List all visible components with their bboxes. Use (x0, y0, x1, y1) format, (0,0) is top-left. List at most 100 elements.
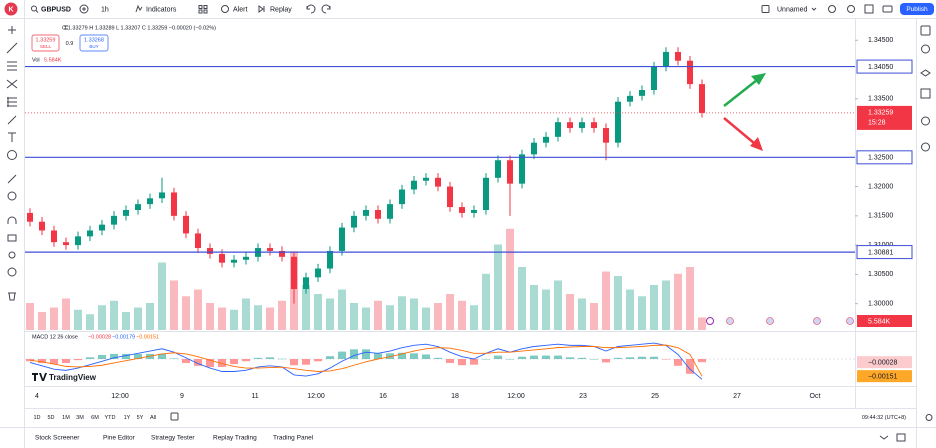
candle-body (27, 212, 33, 222)
volume-bar (326, 298, 334, 330)
event-flag[interactable] (766, 317, 774, 325)
macd-histogram-bar (482, 359, 490, 360)
icon-tool[interactable] (7, 150, 17, 160)
replay-icon (258, 5, 265, 13)
bottom-tab[interactable]: Pine Editor (103, 435, 136, 442)
range-button[interactable]: YTD (105, 415, 116, 421)
legend-handle (64, 25, 68, 30)
candle-body (519, 154, 525, 184)
volume-bar (314, 294, 322, 330)
volume-bar (434, 303, 442, 330)
replay-marker[interactable] (706, 317, 714, 325)
crosshair-tool[interactable] (8, 26, 16, 34)
bottom-tab[interactable]: Stock Screener (35, 435, 80, 442)
range-button[interactable]: 1D (33, 415, 40, 421)
range-button[interactable]: 1M (62, 415, 70, 421)
fullscreen[interactable] (864, 4, 874, 14)
macd-histogram-bar (50, 359, 58, 365)
visibility-tool[interactable] (7, 267, 17, 277)
range-button[interactable]: 6M (91, 415, 99, 421)
forecast-tool[interactable] (7, 97, 17, 107)
templates-icon[interactable] (198, 5, 203, 9)
lock-tool[interactable] (7, 234, 17, 242)
fib-tool[interactable] (7, 61, 17, 71)
macd-histogram-bar (566, 357, 574, 359)
publish-button[interactable] (900, 3, 934, 15)
search-icon (31, 5, 37, 12)
candle-body (267, 248, 273, 251)
bottom-tab[interactable]: Trading Panel (273, 435, 314, 442)
buy-button[interactable] (79, 34, 109, 52)
volume-bar (590, 303, 598, 330)
trend-line-tool[interactable] (6, 42, 18, 54)
volume-bar (242, 298, 250, 330)
settings[interactable] (847, 5, 855, 13)
candle-body (63, 242, 69, 246)
x-tick-label: Oct (810, 393, 821, 400)
bottom-tab[interactable]: Strategy Tester (151, 435, 195, 442)
x-tick-label: 12:00 (111, 393, 129, 400)
alert-button[interactable]: Alert (233, 6, 247, 13)
event-flag[interactable] (846, 317, 854, 325)
templates-icon (203, 9, 208, 14)
up-arrow-shaft (723, 79, 758, 107)
candle-body (507, 160, 513, 184)
layers[interactable] (920, 69, 931, 77)
symbol[interactable]: GBPUSD (41, 6, 71, 13)
volume-bar (410, 298, 418, 330)
range-button[interactable]: 5Y (137, 415, 144, 421)
redo[interactable] (321, 4, 331, 14)
macd-histogram-bar (434, 357, 442, 359)
volume-bar (662, 280, 670, 330)
collapse-panel[interactable] (879, 435, 889, 440)
candle-body (279, 250, 285, 257)
ideas[interactable] (921, 116, 930, 126)
replay-button[interactable]: Replay (270, 6, 292, 13)
zoom-tool[interactable] (7, 191, 17, 201)
event-flag[interactable] (813, 317, 821, 325)
avatar[interactable] (4, 2, 18, 16)
undo[interactable] (306, 4, 316, 14)
quick-search[interactable] (828, 5, 836, 13)
add-symbol[interactable] (79, 4, 89, 14)
text-tool[interactable] (8, 132, 16, 142)
help[interactable] (921, 142, 930, 152)
snapshot[interactable] (882, 5, 893, 13)
calendar[interactable] (920, 88, 931, 99)
macd-histogram-bar (446, 359, 454, 363)
measure-tool[interactable] (7, 174, 17, 184)
alerts-panel[interactable] (921, 44, 930, 54)
layout-name[interactable]: Unnamed (777, 6, 807, 13)
x-tick-label: 23 (579, 393, 587, 400)
candle-body (387, 204, 393, 219)
brush-tool[interactable] (7, 115, 17, 125)
macd-histogram-bar (62, 359, 70, 363)
hide-tool[interactable] (8, 251, 16, 259)
volume-bar (158, 262, 166, 330)
layout-menu[interactable] (811, 7, 817, 11)
bottom-tab[interactable]: Replay Trading (213, 435, 257, 442)
go-to-date[interactable] (170, 412, 179, 421)
sell-button[interactable] (31, 34, 60, 52)
indicators-button[interactable]: Indicators (146, 6, 177, 13)
range-button[interactable]: All (150, 415, 156, 421)
top-toolbar (0, 0, 936, 18)
range-button[interactable]: 5D (47, 415, 54, 421)
macd-axis-box (857, 356, 912, 369)
level-label: 1.30881 (868, 249, 893, 256)
remove-tool[interactable] (8, 292, 16, 301)
magnet-tool[interactable] (7, 216, 17, 224)
macd-histogram-bar (110, 353, 118, 359)
layout-checkbox[interactable] (761, 5, 770, 13)
volume-bar (134, 307, 142, 330)
axis-settings[interactable] (925, 414, 933, 421)
maximize-panel[interactable] (896, 433, 906, 442)
interval[interactable]: 1h (101, 6, 109, 13)
range-button[interactable]: 1Y (124, 415, 131, 421)
watchlist[interactable] (920, 25, 931, 36)
pattern-tool[interactable] (6, 79, 18, 89)
macd-histogram-bar (302, 359, 310, 365)
range-button[interactable]: 3M (76, 415, 84, 421)
event-flag[interactable] (726, 317, 734, 325)
